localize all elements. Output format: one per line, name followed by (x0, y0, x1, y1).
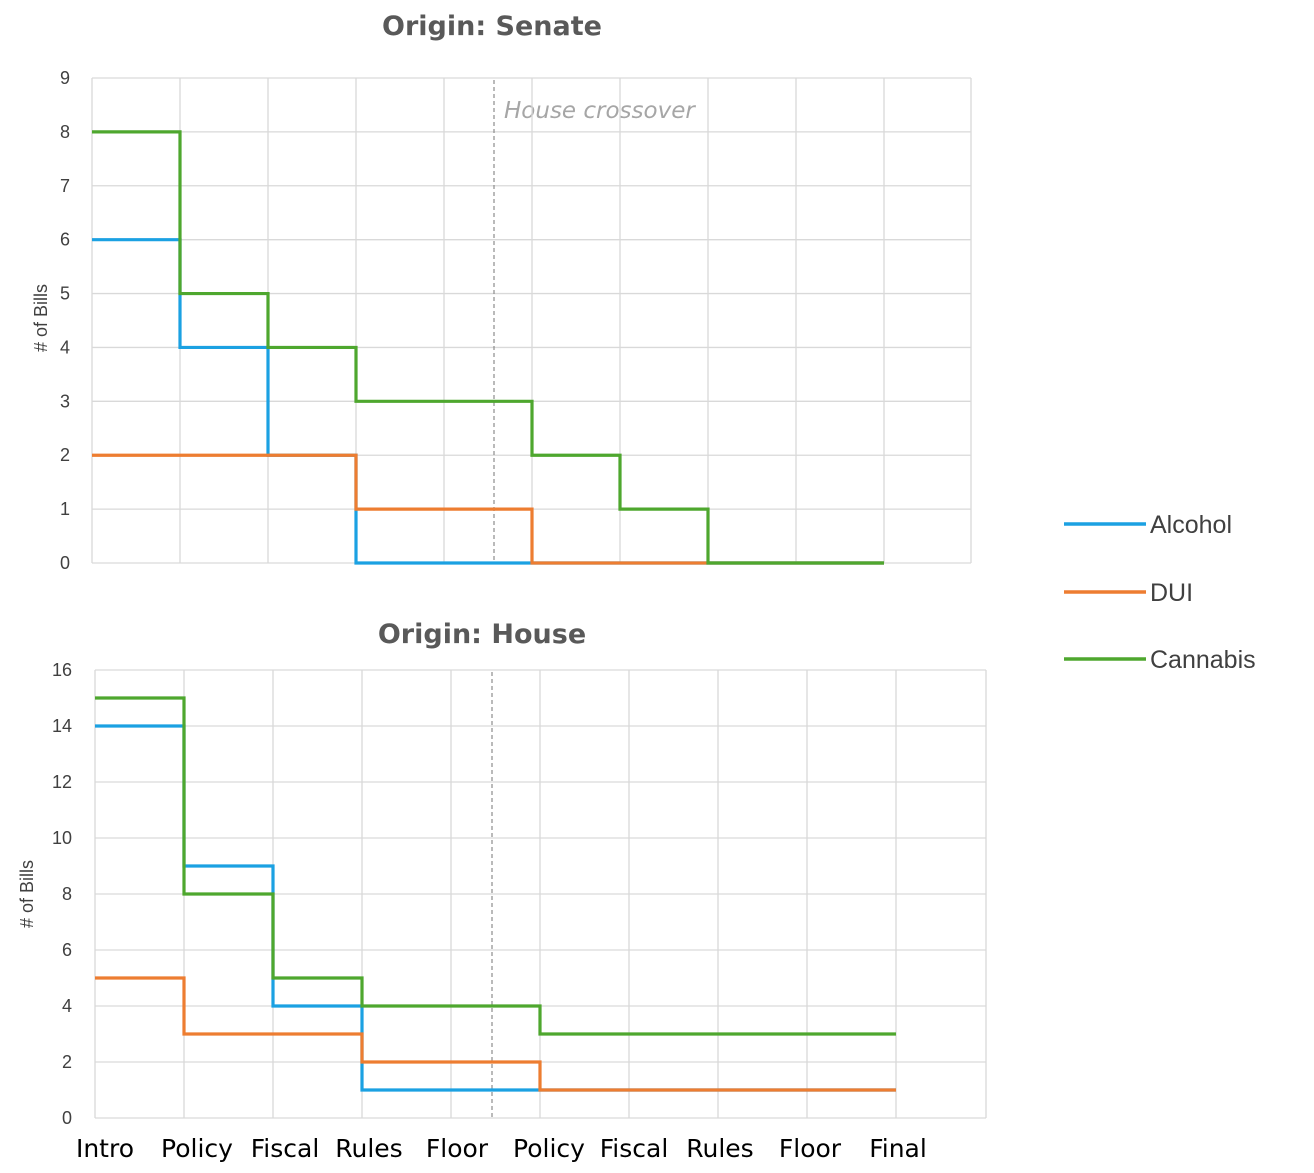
x-category-label: Policy (161, 1134, 233, 1163)
legend-label-cannabis: Cannabis (1150, 646, 1256, 674)
x-category-label: Rules (335, 1134, 402, 1163)
x-category-label: Policy (513, 1134, 585, 1163)
x-category-label: Floor (426, 1134, 489, 1163)
house-y-tick-label: 4 (62, 996, 72, 1016)
x-category-label: Intro (76, 1134, 134, 1163)
house-series-cannabis (95, 696, 896, 1036)
x-category-label: Fiscal (251, 1134, 320, 1163)
house-y-tick-label: 0 (62, 1108, 72, 1128)
house-y-tick-label: 2 (62, 1052, 72, 1072)
house-y-axis-label: # of Bills (17, 860, 37, 928)
x-category-label: Final (869, 1134, 927, 1163)
senate-y-tick-label: 5 (60, 284, 70, 304)
senate-chart: Origin: Senate # of Bills House crossove… (31, 11, 972, 573)
house-chart: Origin: House # of Bills 0 2 4 6 8 10 12 14 16 (17, 619, 987, 1128)
senate-y-tick-label: 2 (60, 445, 70, 465)
legend: Alcohol DUI Cannabis (1064, 511, 1256, 674)
crossover-annotation: House crossover (504, 98, 696, 124)
legend-item-alcohol: Alcohol (1064, 511, 1232, 539)
senate-grid: 0 1 2 3 4 5 6 7 8 9 (60, 68, 972, 573)
senate-y-tick-label: 8 (60, 122, 70, 142)
senate-y-tick-label: 6 (60, 230, 70, 250)
senate-y-axis-label: # of Bills (31, 284, 51, 352)
house-chart-title: Origin: House (378, 619, 586, 650)
x-category-label: Fiscal (600, 1134, 669, 1163)
house-plot (95, 696, 896, 1092)
legend-item-dui: DUI (1064, 579, 1193, 607)
house-y-tick-label: 10 (52, 828, 72, 848)
senate-y-tick-label: 0 (60, 553, 70, 573)
senate-y-tick-label: 9 (60, 68, 70, 88)
house-y-tick-label: 6 (62, 940, 72, 960)
senate-plot (92, 130, 884, 565)
senate-y-tick-label: 1 (60, 499, 70, 519)
house-y-tick-label: 14 (52, 716, 72, 736)
senate-y-tick-label: 4 (60, 337, 70, 357)
legend-label-alcohol: Alcohol (1150, 511, 1232, 539)
senate-y-tick-label: 7 (60, 176, 70, 196)
legend-label-dui: DUI (1150, 579, 1193, 607)
senate-y-tick-label: 3 (60, 391, 70, 411)
senate-chart-title: Origin: Senate (382, 11, 602, 42)
house-y-tick-label: 8 (62, 884, 72, 904)
house-y-tick-label: 12 (52, 772, 72, 792)
x-category-label: Rules (686, 1134, 753, 1163)
legend-item-cannabis: Cannabis (1064, 646, 1256, 674)
x-category-label: Floor (779, 1134, 842, 1163)
senate-series-cannabis (92, 130, 884, 565)
house-series-dui (95, 976, 896, 1092)
house-y-tick-label: 16 (52, 660, 72, 680)
x-category-labels: Intro Policy Fiscal Rules Floor Policy Fiscal R… (76, 1134, 927, 1163)
